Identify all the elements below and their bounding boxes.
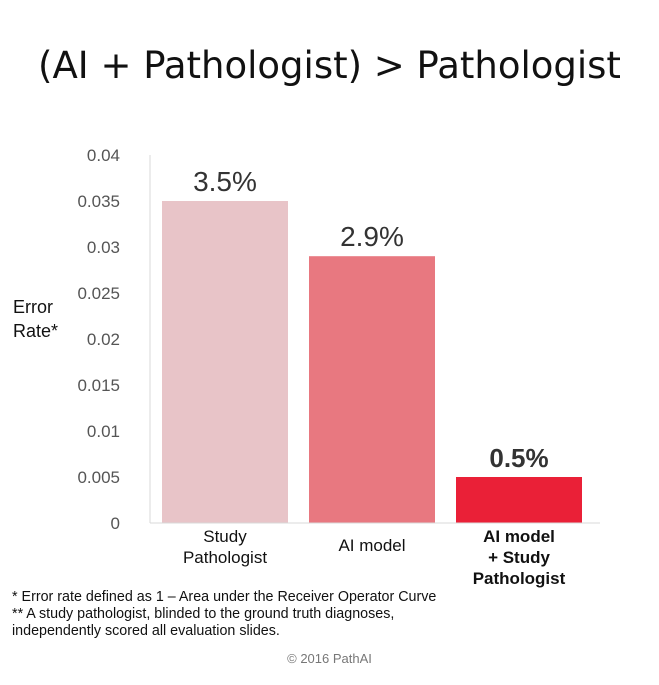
y-tick-label: 0: [111, 514, 120, 533]
footnotes: * Error rate defined as 1 – Area under t…: [12, 589, 652, 640]
footnote-2: ** A study pathologist, blinded to the g…: [12, 606, 395, 622]
bar: [309, 256, 435, 523]
data-label: 2.9%: [340, 221, 404, 252]
copyright-notice: © 2016 PathAI: [287, 651, 372, 666]
footnote-3: independently scored all evaluation slid…: [12, 623, 280, 639]
bar: [456, 477, 582, 523]
x-tick-label: Pathologist: [473, 569, 566, 588]
y-tick-label: 0.005: [77, 468, 120, 487]
y-tick-label: 0.015: [77, 376, 120, 395]
data-label: 0.5%: [489, 443, 548, 473]
x-tick-label: Pathologist: [183, 548, 267, 567]
bar: [162, 201, 288, 523]
x-tick-label: Study: [203, 527, 247, 546]
y-tick-label: 0.03: [87, 238, 120, 257]
x-tick-label: + Study: [488, 548, 550, 567]
x-tick-label: AI model: [338, 536, 405, 555]
y-tick-label: 0.01: [87, 422, 120, 441]
footnote-1: * Error rate defined as 1 – Area under t…: [12, 589, 437, 605]
data-label: 3.5%: [193, 166, 257, 197]
y-tick-label: 0.035: [77, 192, 120, 211]
y-tick-label: 0.02: [87, 330, 120, 349]
y-tick-label: 0.04: [87, 146, 120, 165]
slide-title: (AI + Pathologist) > Pathologist: [38, 44, 621, 87]
y-tick-label: 0.025: [77, 284, 120, 303]
x-tick-label: AI model: [483, 527, 555, 546]
y-axis-label: Error Rate*: [13, 297, 59, 341]
